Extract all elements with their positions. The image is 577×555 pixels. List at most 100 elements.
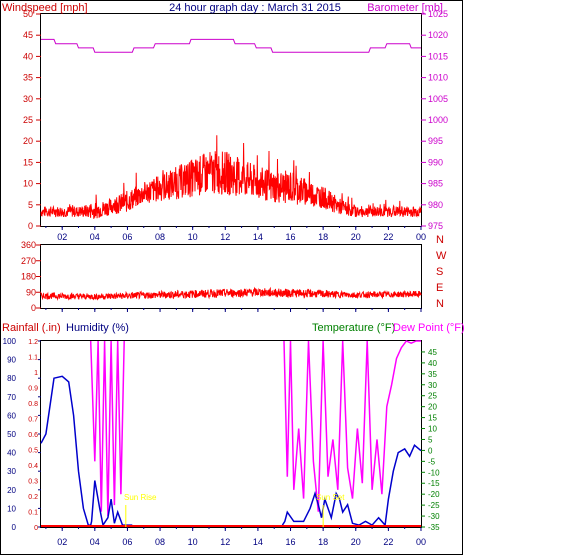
x-tick-label: 16 (286, 537, 296, 547)
compass-label: N (436, 234, 444, 246)
baro-y-tick-label: 975 (428, 221, 443, 231)
dir-y-tick-label: 90 (26, 287, 36, 297)
wind-y-tick-label: 40 (23, 51, 33, 61)
wind-baro-plot-area (40, 13, 422, 227)
x-tick-label: 22 (383, 232, 393, 242)
temp-y-tick-label: 40 (428, 359, 437, 368)
humidity-y-tick-label: 60 (7, 411, 16, 420)
rain-y-tick-label: 0.5 (28, 448, 38, 455)
dir-y-tick-label: 360 (21, 240, 36, 250)
compass-label: W (436, 250, 447, 262)
wind-y-tick-label: 15 (23, 157, 33, 167)
temp-y-tick-label: -25 (428, 501, 440, 510)
temp-y-tick-label: 10 (428, 425, 437, 434)
barometer-axis-title: Barometer [mb] (367, 2, 443, 14)
x-tick-label: 14 (253, 232, 263, 242)
rain-y-tick-label: 1.1 (28, 355, 38, 362)
temp-y-tick-label: 45 (428, 348, 437, 357)
humidity-y-tick-label: 40 (7, 449, 16, 458)
dew-point-axis-title: Dew Point (°F) (393, 322, 465, 334)
humidity-y-tick-label: 70 (7, 393, 16, 402)
rain-y-tick-label: 0.1 (28, 510, 38, 517)
dew-point-series-line (283, 340, 421, 512)
baro-y-tick-label: 1005 (428, 94, 448, 104)
wind-y-tick-label: 10 (23, 179, 33, 189)
x-tick-label: 20 (351, 537, 361, 547)
wind-y-tick-label: 5 (28, 200, 33, 210)
series-layer (40, 38, 422, 528)
sun-set-label: Sun Set (316, 493, 345, 502)
x-tick-label: 14 (253, 537, 263, 547)
rain-y-tick-label: 1.2 (28, 339, 38, 346)
humidity-y-tick-label: 80 (7, 374, 16, 383)
barometer-series-line (41, 38, 421, 53)
rain-y-tick-label: 0.9 (28, 386, 38, 393)
wind-y-tick-label: 30 (23, 94, 33, 104)
humidity-y-tick-label: 30 (7, 467, 16, 476)
wind-y-tick-label: 25 (23, 115, 33, 125)
temp-y-tick-label: 5 (428, 435, 433, 444)
x-tick-label: 04 (90, 537, 100, 547)
rain-y-tick-label: 0.4 (28, 463, 38, 470)
sun-rise-label: Sun Rise (124, 493, 157, 502)
rain-y-tick-label: 0.7 (28, 417, 38, 424)
axes-layer: 0202040406060808101012121414161618182020… (3, 9, 448, 547)
rain-y-tick-label: 0.8 (28, 401, 38, 408)
temperature-axis-title: Temperature (°F) (312, 322, 395, 334)
temp-y-tick-label: 15 (428, 414, 437, 423)
humidity-y-tick-label: 10 (7, 504, 16, 513)
baro-y-tick-label: 1000 (428, 115, 448, 125)
x-tick-label: 04 (90, 232, 100, 242)
baro-y-tick-label: 1015 (428, 51, 448, 61)
x-tick-label: 06 (122, 232, 132, 242)
x-tick-label: 18 (318, 232, 328, 242)
humidity-y-tick-label: 100 (3, 337, 17, 346)
wind-y-tick-label: 50 (23, 9, 33, 19)
temp-y-tick-label: -30 (428, 512, 440, 521)
x-tick-label: 00 (416, 232, 426, 242)
temp-y-tick-label: -5 (428, 457, 436, 466)
rain-y-tick-label: 0 (34, 525, 38, 532)
baro-y-tick-label: 1010 (428, 73, 448, 83)
x-tick-label: 08 (155, 537, 165, 547)
windspeed-series-line (40, 135, 422, 219)
baro-y-tick-label: 990 (428, 157, 443, 167)
humidity-series-line (40, 375, 133, 528)
rain-y-tick-label: 0.2 (28, 494, 38, 501)
rainfall-axis-title: Rainfall (.in) (2, 322, 61, 334)
rain-y-tick-label: 1 (34, 370, 38, 377)
compass-label: N (436, 298, 444, 310)
chart-title: 24 hour graph day : March 31 2015 (169, 2, 341, 14)
rain-y-tick-label: 0.6 (28, 432, 38, 439)
windspeed-axis-title: Windspeed [mph] (2, 2, 88, 14)
humidity-series-line (281, 443, 422, 527)
temp-y-tick-label: 25 (428, 392, 437, 401)
temp-y-tick-label: 0 (428, 446, 433, 455)
humidity-y-tick-label: 50 (7, 430, 16, 439)
x-tick-label: 06 (122, 537, 132, 547)
temp-y-tick-label: 35 (428, 370, 437, 379)
compass-label: S (436, 266, 443, 278)
x-tick-label: 00 (416, 537, 426, 547)
wind-y-tick-label: 35 (23, 73, 33, 83)
x-tick-label: 22 (383, 537, 393, 547)
dir-y-tick-label: 180 (21, 272, 36, 282)
temp-y-tick-label: -10 (428, 468, 440, 477)
x-tick-label: 20 (351, 232, 361, 242)
humidity-y-tick-label: 20 (7, 486, 16, 495)
x-tick-label: 12 (220, 537, 230, 547)
x-tick-label: 10 (188, 537, 198, 547)
baro-y-tick-label: 985 (428, 179, 443, 189)
wind-y-tick-label: 0 (28, 221, 33, 231)
dir-y-tick-label: 0 (31, 303, 36, 313)
temp-y-tick-label: 30 (428, 381, 437, 390)
x-tick-label: 02 (57, 232, 67, 242)
baro-y-tick-label: 1025 (428, 9, 448, 19)
wind-y-tick-label: 20 (23, 136, 33, 146)
baro-y-tick-label: 1020 (428, 30, 448, 40)
compass-label: E (436, 282, 443, 294)
x-tick-label: 12 (220, 232, 230, 242)
x-tick-label: 18 (318, 537, 328, 547)
